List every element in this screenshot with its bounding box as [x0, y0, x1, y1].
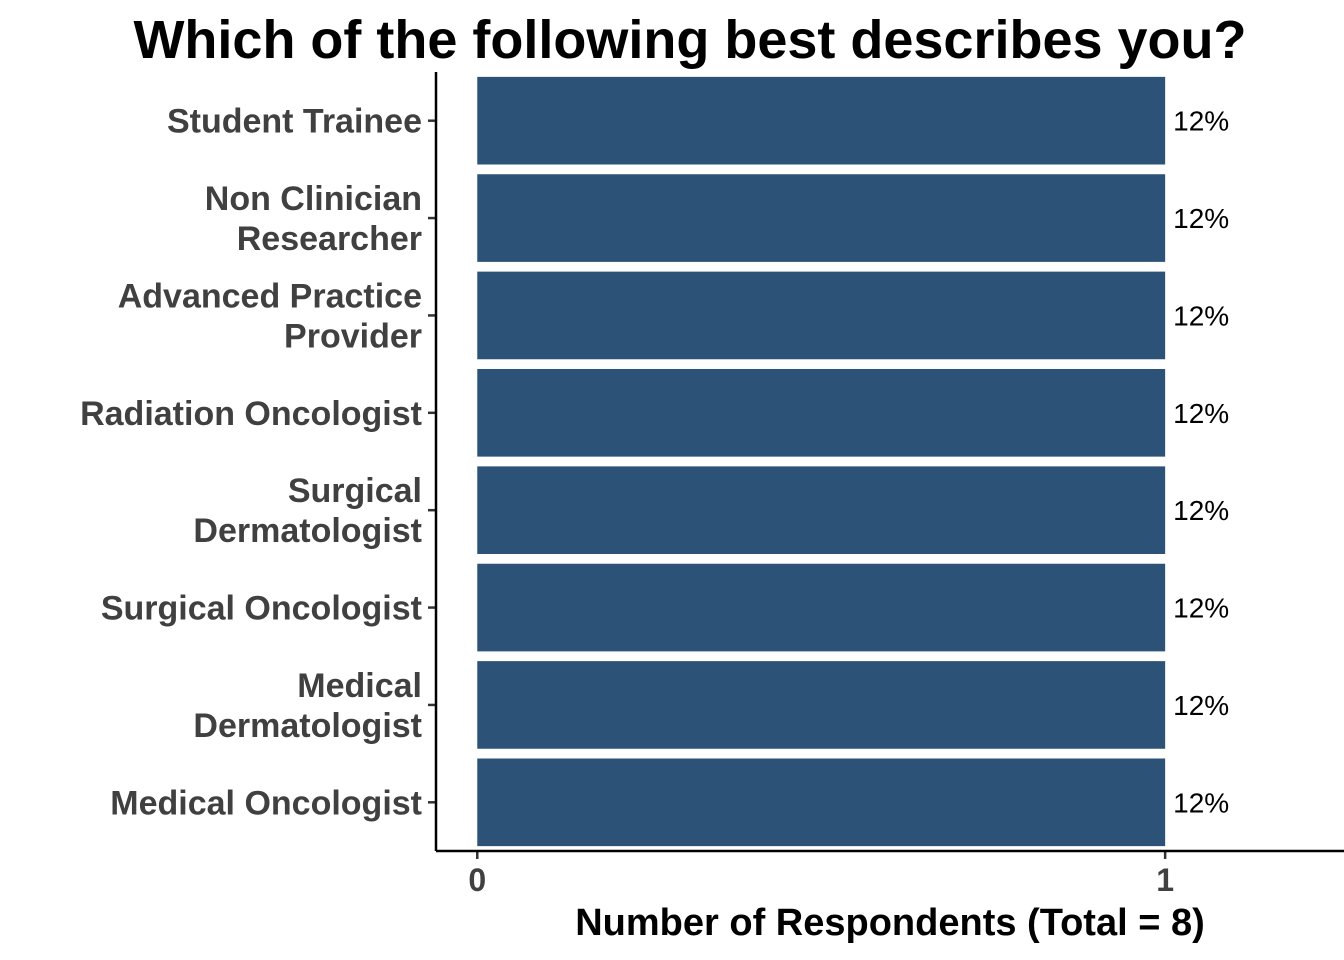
category-label: Surgical Oncologist — [101, 590, 422, 628]
data-labels: 12% 12% 12% 12% 12% 12% 12% 12% — [1173, 106, 1229, 819]
category-label: Medical Dermatologist — [193, 667, 422, 745]
data-label: 12% — [1173, 398, 1229, 429]
x-axis-title: Number of Respondents (Total = 8) — [575, 902, 1205, 944]
bar — [477, 76, 1166, 165]
category-label: Advanced Practice Provider — [118, 277, 422, 355]
bar — [477, 174, 1166, 262]
category-label: Student Trainee — [167, 103, 422, 141]
bar — [477, 661, 1166, 749]
category-label: Radiation Oncologist — [80, 395, 422, 433]
data-label: 12% — [1173, 690, 1229, 721]
bar — [477, 271, 1166, 360]
category-labels: Student Trainee Non Clinician Researcher Ad… — [80, 103, 436, 822]
data-label: 12% — [1173, 495, 1229, 526]
category-label: Non Clinician Researcher — [205, 180, 422, 258]
chart-title: Which of the following best describes yo… — [133, 10, 1246, 70]
bar — [477, 368, 1166, 457]
category-label: Surgical Dermatologist — [193, 472, 422, 550]
data-label: 12% — [1173, 106, 1229, 137]
bar — [477, 466, 1166, 555]
data-label: 12% — [1173, 787, 1229, 818]
x-tick-label: 1 — [1156, 862, 1174, 898]
data-label: 12% — [1173, 203, 1229, 234]
data-label: 12% — [1173, 593, 1229, 624]
data-label: 12% — [1173, 300, 1229, 331]
bar — [477, 758, 1166, 847]
category-label: Medical Oncologist — [110, 784, 422, 822]
bar — [477, 563, 1166, 652]
bars-group — [477, 76, 1166, 847]
x-tick-label: 0 — [468, 862, 486, 898]
